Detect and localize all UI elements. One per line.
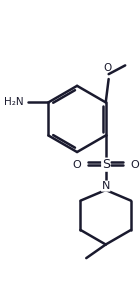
Text: H₂N: H₂N <box>4 97 24 107</box>
Text: O: O <box>130 160 139 170</box>
Text: S: S <box>102 158 110 171</box>
Text: N: N <box>102 181 110 191</box>
Text: O: O <box>73 160 81 170</box>
Text: O: O <box>104 63 112 73</box>
